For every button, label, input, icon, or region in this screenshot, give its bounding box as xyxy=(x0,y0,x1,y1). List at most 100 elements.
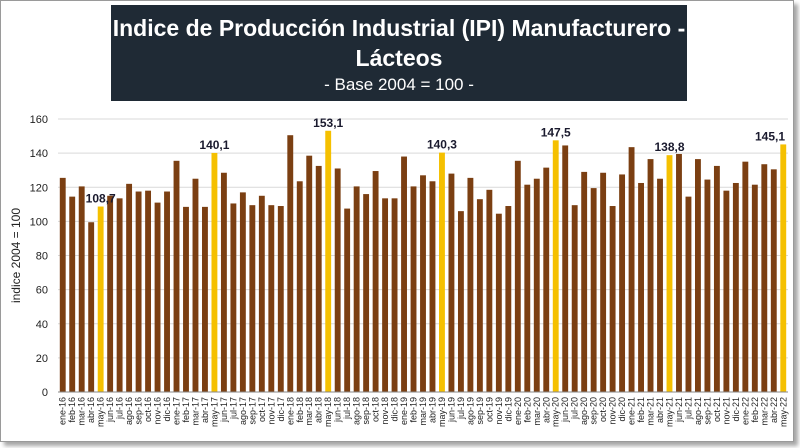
bar-oct-18 xyxy=(372,171,379,392)
bar-highlight-may-19 xyxy=(439,152,445,392)
bar-sep-21 xyxy=(704,179,711,392)
bar-highlight-may-17 xyxy=(211,152,218,392)
bar-highlight-may-22 xyxy=(780,144,787,392)
bar-nov-17 xyxy=(268,205,275,392)
bar-feb-21 xyxy=(638,182,644,392)
chart-title-line-2: Lácteos xyxy=(355,45,443,71)
x-tick-label: jun-18 xyxy=(333,397,343,423)
bar-mar-22 xyxy=(761,164,768,392)
x-tick-label: jul-18 xyxy=(342,397,352,420)
x-tick-label: abr-19 xyxy=(427,397,437,423)
bar-nov-20 xyxy=(609,206,616,392)
bar-ago-16 xyxy=(126,183,133,392)
x-tick-label: dic-16 xyxy=(162,397,172,422)
bar-feb-16 xyxy=(69,196,76,392)
x-axis-ticks: ene-16 feb-16 mar-16 abr-16 may-16 jun-16 jul-… xyxy=(58,397,789,427)
x-tick-label: nov-17 xyxy=(266,397,276,425)
x-tick-label: sep-17 xyxy=(247,397,257,425)
x-tick-label: oct-17 xyxy=(257,397,267,422)
x-tick-label: oct-20 xyxy=(598,397,608,422)
x-tick-label: mar-18 xyxy=(304,397,314,426)
y-tick-label: 40 xyxy=(36,319,48,331)
bar-jun-18 xyxy=(334,168,341,392)
x-tick-label: nov-18 xyxy=(380,397,390,425)
bar-abr-18 xyxy=(315,165,322,392)
x-tick-label: mar-21 xyxy=(646,397,656,426)
bar-jun-20 xyxy=(562,145,569,392)
x-tick-label: feb-18 xyxy=(295,397,305,423)
x-tick-label: sep-16 xyxy=(134,397,144,425)
x-tick-label: jul-21 xyxy=(683,397,693,420)
bar-abr-16 xyxy=(88,222,95,392)
bar-nov-18 xyxy=(382,198,389,392)
y-tick-label: 0 xyxy=(42,387,48,399)
bar-jun-16 xyxy=(107,195,114,392)
bar-highlight-may-16 xyxy=(97,206,104,392)
x-tick-label: ene-22 xyxy=(740,397,750,425)
bar-oct-21 xyxy=(713,165,720,392)
bar-jun-17 xyxy=(220,172,227,392)
bar-ene-19 xyxy=(401,156,407,392)
bar-feb-20 xyxy=(524,184,531,392)
x-tick-label: abr-20 xyxy=(541,397,551,423)
x-tick-label: oct-21 xyxy=(712,397,722,422)
bar-dic-17 xyxy=(277,206,284,392)
data-label-may-17: 140,1 xyxy=(199,138,229,152)
bar-abr-22 xyxy=(770,169,777,392)
x-tick-label: abr-22 xyxy=(769,397,779,423)
x-tick-label: ene-20 xyxy=(513,397,523,425)
x-tick-label: dic-17 xyxy=(276,397,286,422)
y-axis-ticks: 0 20 40 60 80 100 120 140 160 xyxy=(30,114,48,399)
bar-ago-17 xyxy=(239,192,246,392)
x-tick-label: ago-21 xyxy=(693,397,703,425)
x-tick-label: jul-20 xyxy=(570,397,580,420)
x-tick-label: abr-17 xyxy=(200,397,210,423)
bar-ago-18 xyxy=(353,186,360,392)
bar-ene-22 xyxy=(742,161,749,392)
y-tick-label: 140 xyxy=(30,148,48,160)
bar-abr-17 xyxy=(202,206,208,392)
x-tick-label: feb-17 xyxy=(181,397,191,423)
bar-sep-20 xyxy=(590,188,597,392)
y-tick-label: 100 xyxy=(30,216,48,228)
x-tick-label: ago-19 xyxy=(465,397,475,425)
bar-ene-17 xyxy=(173,160,180,392)
x-tick-label: abr-16 xyxy=(86,397,96,423)
y-tick-label: 80 xyxy=(36,251,48,263)
y-tick-label: 60 xyxy=(36,285,48,297)
x-tick-label: sep-20 xyxy=(589,397,599,425)
bar-feb-22 xyxy=(751,184,758,392)
x-tick-label: sep-19 xyxy=(475,397,485,425)
x-tick-label: jun-16 xyxy=(105,397,115,423)
bar-mar-16 xyxy=(78,186,85,392)
x-tick-label: feb-22 xyxy=(750,397,760,423)
chart-title-line-1: Indice de Producción Industrial (IPI) Ma… xyxy=(112,15,686,41)
y-axis-label: indice 2004 = 100 xyxy=(9,208,23,303)
x-tick-label: nov-16 xyxy=(153,397,163,425)
x-tick-label: ene-19 xyxy=(399,397,409,425)
x-tick-label: mar-22 xyxy=(759,397,769,426)
bar-mar-19 xyxy=(420,175,426,392)
bar-feb-18 xyxy=(296,181,303,392)
bar-jul-18 xyxy=(344,208,351,392)
bar-highlight-may-18 xyxy=(325,130,332,392)
data-label-may-19: 140,3 xyxy=(427,138,457,152)
x-tick-label: nov-19 xyxy=(494,397,504,425)
x-tick-label: abr-18 xyxy=(314,397,324,423)
x-tick-label: sep-18 xyxy=(361,397,371,425)
bar-sep-16 xyxy=(135,191,142,392)
bar-dic-19 xyxy=(505,206,512,392)
x-tick-label: may-19 xyxy=(437,397,447,427)
x-tick-label: oct-16 xyxy=(143,397,153,422)
x-tick-label: feb-19 xyxy=(409,397,419,423)
bar-oct-17 xyxy=(258,195,265,392)
data-label-may-18: 153,1 xyxy=(313,116,343,130)
bar-sep-19 xyxy=(476,199,483,392)
bar-feb-19 xyxy=(410,186,417,392)
x-tick-label: feb-21 xyxy=(636,397,646,423)
x-tick-label: ago-17 xyxy=(238,397,248,425)
bar-nov-19 xyxy=(495,213,502,392)
x-tick-label: ago-18 xyxy=(352,397,362,425)
x-tick-label: mar-19 xyxy=(418,397,428,426)
